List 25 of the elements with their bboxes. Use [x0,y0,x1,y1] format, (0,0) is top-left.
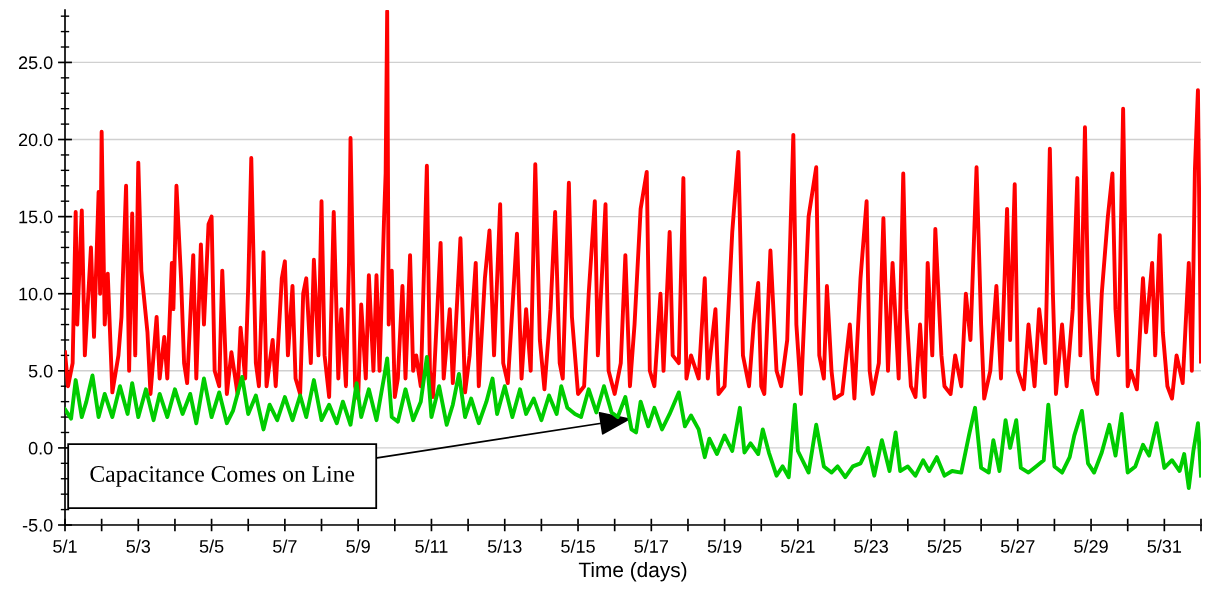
x-tick-label: 5/3 [126,539,151,553]
y-tick-label: 25.0 [18,56,53,70]
x-tick-label: 5/13 [487,539,522,553]
y-tick-label: 20.0 [18,133,53,147]
x-tick-label: 5/27 [1000,539,1035,553]
x-tick-label: 5/25 [927,539,962,553]
x-tick-label: 5/7 [273,539,297,553]
x-tick-label: 5/1 [53,539,77,553]
y-tick-label: 10.0 [19,287,53,301]
x-tick-label: 5/15 [561,539,595,553]
x-axis-title: Time (days) [578,561,687,582]
y-tick-label: 15.0 [19,210,53,224]
x-tick-label: 5/11 [415,539,448,553]
x-tick-label: 5/21 [781,539,815,553]
y-tick-label: 5.0 [28,364,53,378]
x-tick-label: 5/23 [854,539,888,553]
y-tick-label: -5.0 [22,518,53,532]
y-tick-label: 0.0 [28,441,53,455]
x-tick-label: 5/29 [1074,539,1108,553]
x-tick-label: 5/31 [1147,539,1182,553]
x-tick-label: 5/9 [346,539,370,553]
annotation: Capacitance Comes on Line [90,466,355,487]
x-tick-label: 5/19 [707,539,742,553]
x-tick-label: 5/17 [634,539,668,553]
x-tick-label: 5/5 [199,539,224,553]
